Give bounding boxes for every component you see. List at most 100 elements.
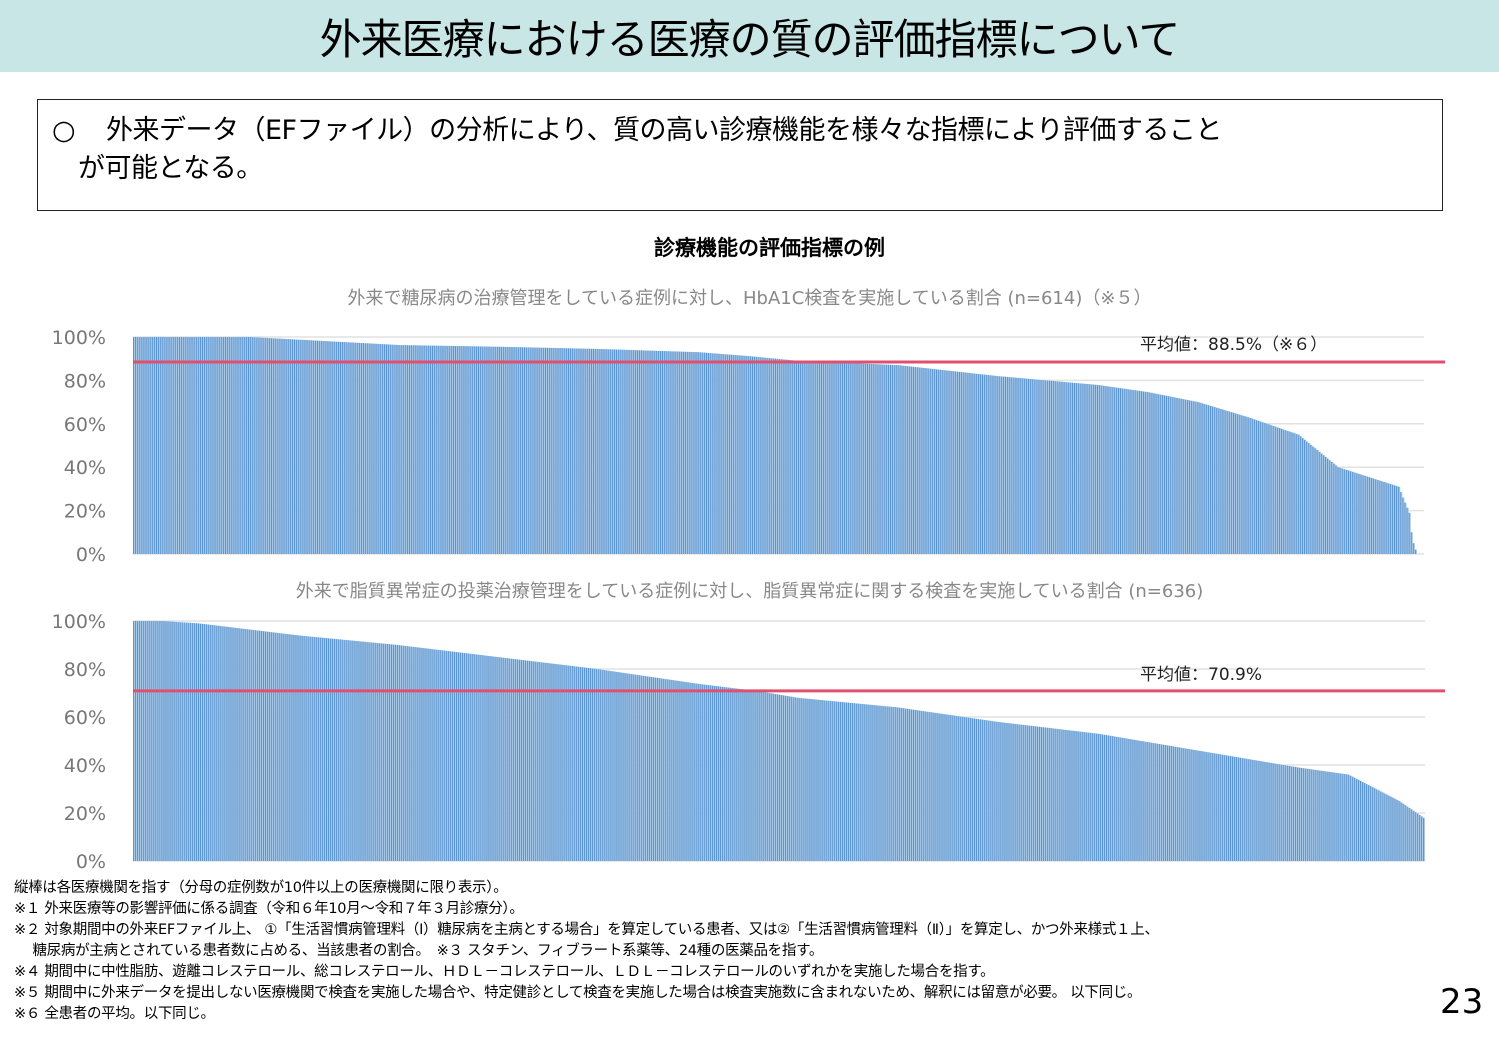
bar (931, 368, 934, 554)
bar-edge (193, 623, 195, 861)
bar-edge (1089, 732, 1091, 861)
bar (1368, 785, 1371, 861)
bar (451, 651, 454, 861)
bar (1382, 792, 1385, 861)
bar-edge (1212, 406, 1214, 554)
bar-edge (848, 702, 849, 861)
bar (1182, 399, 1185, 554)
bar (555, 664, 558, 861)
bar-edge (1055, 728, 1057, 861)
bar-edge (471, 346, 473, 554)
bar-edge (890, 706, 892, 861)
bar-edge (461, 346, 463, 554)
bar-edge (1353, 777, 1355, 861)
bar-edge (636, 674, 638, 861)
bar (1051, 380, 1054, 554)
bar-edge (1320, 453, 1322, 554)
bar-edge (332, 638, 333, 861)
bar-edge (271, 632, 273, 861)
y-tick-label: 100% (52, 611, 106, 633)
bar-edge (1148, 742, 1150, 861)
bar-edge (335, 341, 337, 554)
bar (159, 621, 162, 861)
bar (1201, 751, 1204, 861)
bar-edge (145, 337, 147, 554)
bar (555, 348, 558, 554)
bar (163, 621, 166, 861)
bar (395, 644, 398, 861)
bar (1159, 394, 1162, 554)
bar-edge (252, 337, 254, 554)
bar-edge (147, 621, 149, 861)
bar-edge (825, 700, 827, 861)
bar-edge (179, 622, 181, 861)
bar (1082, 383, 1085, 554)
bar-edge (606, 670, 608, 861)
bar-edge (504, 657, 506, 861)
bar-edge (969, 717, 971, 861)
bar-edge (939, 713, 941, 861)
bar-edge (540, 347, 542, 554)
bar-edge (848, 363, 850, 554)
bar-edge (139, 621, 141, 861)
bar (929, 368, 932, 554)
bar (508, 658, 511, 861)
bar-edge (984, 720, 986, 861)
bar-edge (271, 338, 272, 554)
bar-edge (1400, 802, 1402, 861)
bar-edge (902, 365, 904, 554)
bar-edge (1251, 418, 1253, 554)
bar (1350, 471, 1353, 554)
bar-edge (233, 337, 235, 554)
bar (1097, 733, 1100, 861)
chart2-title: 外来で脂質異常症の投薬治療管理をしている症例に対し、脂質異常症に関する検査を実施… (295, 581, 1204, 602)
bar (839, 362, 842, 554)
bar (275, 632, 278, 861)
bar-edge (505, 346, 507, 554)
bar-edge (555, 664, 557, 861)
bar (464, 653, 467, 861)
bar (356, 641, 359, 861)
bar-edge (1108, 735, 1110, 861)
bar (1055, 728, 1058, 861)
bar (1280, 764, 1283, 861)
bar-edge (923, 367, 925, 554)
bar (883, 364, 886, 554)
bar (1408, 808, 1411, 861)
bar (1087, 732, 1090, 861)
bar (254, 630, 257, 861)
bar-edge (624, 673, 626, 861)
bar (628, 349, 631, 554)
bar-edge (521, 347, 523, 554)
bar (333, 341, 336, 554)
bar (1071, 382, 1075, 554)
bar-edge (1323, 771, 1325, 861)
bar-edge (908, 366, 910, 554)
bar (837, 701, 840, 861)
bar (800, 360, 803, 554)
bar-edge (1047, 727, 1049, 861)
bar-edge (984, 374, 986, 554)
bar-edge (839, 701, 841, 861)
bar (1227, 755, 1230, 861)
bar-edge (923, 711, 925, 861)
bar (421, 345, 424, 554)
bar-edge (242, 628, 244, 861)
bar (1038, 379, 1041, 554)
bar-edge (354, 640, 356, 861)
bar (135, 337, 138, 554)
bar (524, 347, 527, 554)
bar (904, 365, 907, 554)
bar (498, 657, 501, 861)
bar (1061, 729, 1064, 861)
bar (484, 346, 487, 554)
bar (559, 348, 562, 554)
bar (1178, 398, 1181, 554)
bar (940, 369, 943, 554)
bar (153, 337, 157, 554)
bar-edge (462, 652, 464, 861)
bar (636, 674, 639, 861)
bar (1181, 747, 1184, 861)
bar-edge (1235, 413, 1237, 554)
bar-edge (1189, 400, 1190, 554)
